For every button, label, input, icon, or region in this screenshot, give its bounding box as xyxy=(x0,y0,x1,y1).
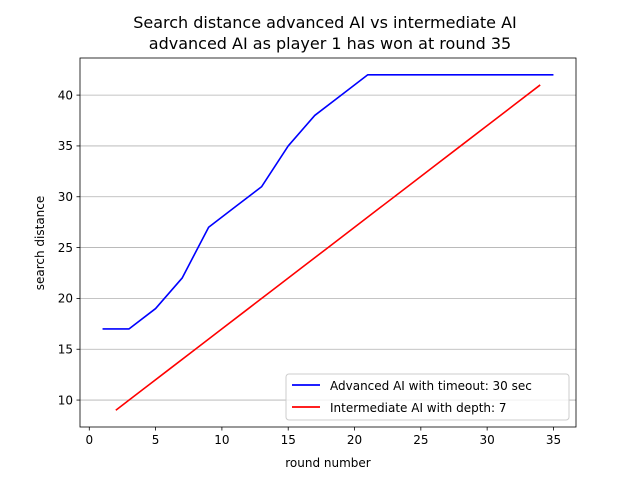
plot-frame xyxy=(79,57,577,428)
y-tick-label: 15 xyxy=(58,343,73,357)
y-tick-label: 40 xyxy=(58,88,73,102)
y-tick-label: 25 xyxy=(58,241,73,255)
y-axis-label: search distance xyxy=(33,196,47,291)
x-tick-label: 10 xyxy=(214,433,229,447)
legend-label-intermediate: Intermediate AI with depth: 7 xyxy=(330,401,507,415)
x-tick-label: 15 xyxy=(281,433,296,447)
series-line-intermediate xyxy=(115,84,541,411)
series-line-advanced xyxy=(102,73,554,330)
x-tick-label: 0 xyxy=(85,433,93,447)
y-tick-label: 30 xyxy=(58,190,73,204)
legend-label-advanced: Advanced AI with timeout: 30 sec xyxy=(330,379,532,393)
legend-box xyxy=(285,373,570,421)
axes xyxy=(79,57,577,428)
y-tick-label: 20 xyxy=(58,292,73,306)
x-tick-label: 5 xyxy=(152,433,160,447)
x-tick-label: 35 xyxy=(546,433,561,447)
series-lines xyxy=(102,73,554,411)
x-axis-label: round number xyxy=(285,456,371,470)
chart-title: Search distance advanced AI vs intermedi… xyxy=(133,13,517,32)
gridlines xyxy=(80,94,576,401)
x-tick-label: 25 xyxy=(413,433,428,447)
legend: Advanced AI with timeout: 30 sec Interme… xyxy=(285,373,570,421)
ticks: 10 15 20 25 30 35 40 0 5 10 15 20 25 30 35 xyxy=(58,88,561,447)
y-tick-label: 10 xyxy=(58,393,73,407)
chart-subtitle: advanced AI as player 1 has won at round… xyxy=(149,34,511,53)
x-tick-label: 20 xyxy=(347,433,362,447)
x-tick-label: 30 xyxy=(480,433,495,447)
y-tick-label: 35 xyxy=(58,139,73,153)
